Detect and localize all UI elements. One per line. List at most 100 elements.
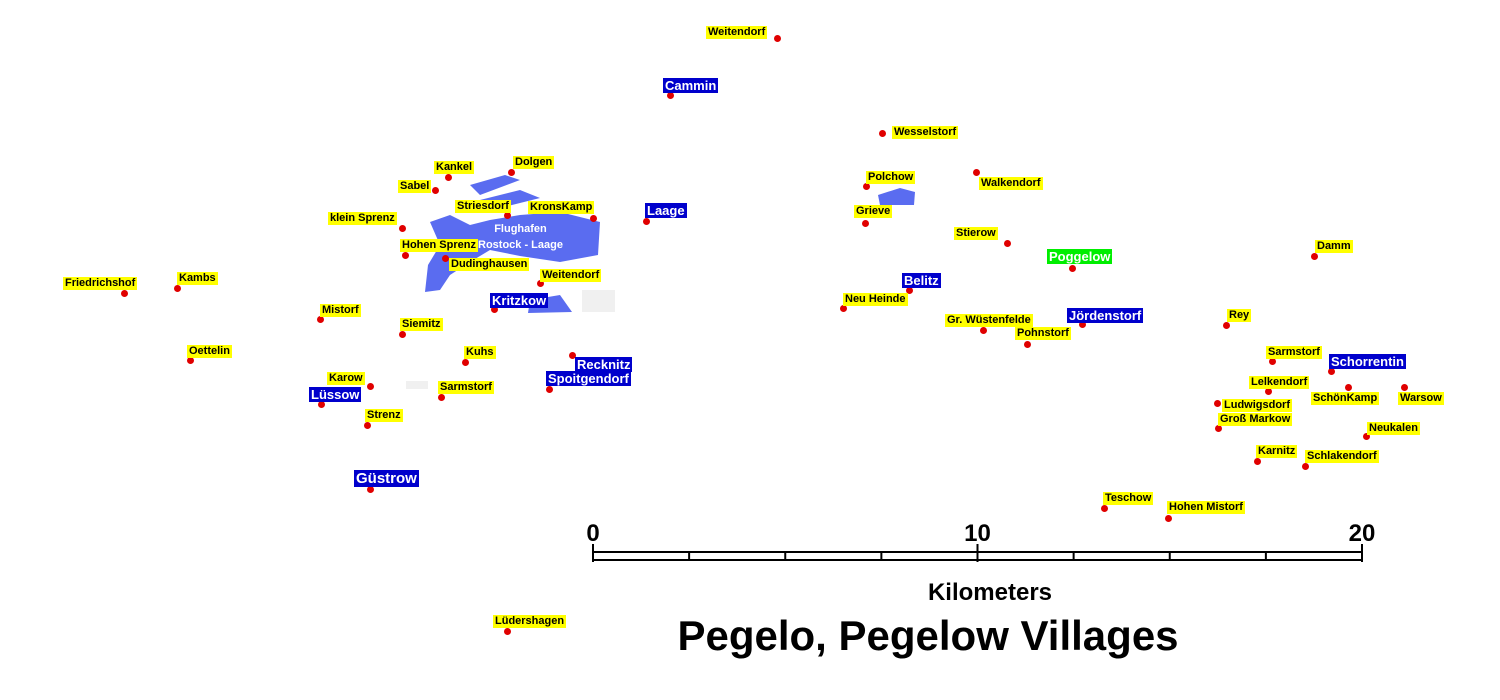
place-label: Grieve <box>854 205 893 218</box>
place-dot <box>545 385 553 393</box>
place-label: Hohen Mistorf <box>1167 501 1245 514</box>
place-label: Polchow <box>866 171 916 184</box>
place-dot <box>503 627 511 635</box>
place-dot <box>503 211 511 219</box>
place-dot <box>398 330 406 338</box>
place-dot <box>773 34 781 42</box>
place-label: Karow <box>327 372 365 385</box>
place-dot <box>1253 457 1261 465</box>
place-label: Karnitz <box>1256 445 1298 458</box>
place-dot <box>1213 399 1221 407</box>
place-label: Warsow <box>1398 392 1444 405</box>
place-dot <box>878 129 886 137</box>
place-label: Neukalen <box>1367 422 1420 435</box>
place-label: Sarmstorf <box>438 381 494 394</box>
place-dot <box>666 91 674 99</box>
place-dot <box>1100 504 1108 512</box>
place-dot <box>1301 462 1309 470</box>
place-label: Neu Heinde <box>843 293 908 306</box>
place-label: Striesdorf <box>455 200 511 213</box>
place-dot <box>1003 239 1011 247</box>
place-label: SchönKamp <box>1311 392 1380 405</box>
scale-bar: 0 10 20 <box>586 520 1375 562</box>
place-dot <box>1222 321 1230 329</box>
place-dot <box>1327 367 1335 375</box>
place-dot <box>317 400 325 408</box>
place-label: klein Sprenz <box>328 212 397 225</box>
place-dot <box>861 219 869 227</box>
lakes <box>425 175 915 313</box>
place-dot <box>1023 340 1031 348</box>
place-label: Teschow <box>1103 492 1154 505</box>
place-dot <box>979 326 987 334</box>
place-label: Oettelin <box>187 345 232 358</box>
place-label: Poggelow <box>1047 249 1113 264</box>
place-dot <box>437 393 445 401</box>
place-label: Strenz <box>365 409 403 422</box>
place-label: Recknitz <box>575 357 633 372</box>
place-dot <box>316 315 324 323</box>
scale-tick-label: 0 <box>586 520 599 547</box>
place-label: Lüssow <box>309 387 362 402</box>
map-title: Pegelo, Pegelow Villages <box>677 612 1178 659</box>
place-label: Belitz <box>902 273 941 288</box>
scale-tick-label: 10 <box>964 520 991 547</box>
place-label: Jördenstorf <box>1067 308 1144 323</box>
place-dot <box>1264 387 1272 395</box>
scale-tick-label: 20 <box>1349 520 1376 547</box>
place-label: Walkendorf <box>979 177 1043 190</box>
place-label: Rey <box>1227 309 1252 322</box>
place-label: Weitendorf <box>706 26 768 39</box>
place-label: Groß Markow <box>1218 413 1293 426</box>
place-dot <box>366 382 374 390</box>
place-dot <box>398 224 406 232</box>
place-dot <box>1068 264 1076 272</box>
place-label: Kuhs <box>464 346 496 359</box>
place-dot <box>972 168 980 176</box>
place-dot <box>1268 357 1276 365</box>
place-label: Sabel <box>398 180 432 193</box>
place-dot <box>1214 424 1222 432</box>
place-dot <box>1400 383 1408 391</box>
place-label: Schlakendorf <box>1305 450 1379 463</box>
place-label: Kambs <box>177 272 218 285</box>
place-dot <box>1310 252 1318 260</box>
place-label: Güstrow <box>354 470 419 487</box>
scale-unit: Kilometers <box>928 579 1052 606</box>
place-dot <box>536 279 544 287</box>
place-label: Dolgen <box>513 156 555 169</box>
place-label: Siemitz <box>400 318 443 331</box>
place-label: Schorrentin <box>1329 354 1406 369</box>
place-label: Lüdershagen <box>493 615 567 628</box>
place-dot <box>431 186 439 194</box>
place-label: Lelkendorf <box>1249 376 1310 389</box>
place-label: Kankel <box>434 161 475 174</box>
place-dot <box>441 254 449 262</box>
place-dot <box>862 182 870 190</box>
airport-line: Flughafen <box>494 223 547 235</box>
place-dot <box>444 173 452 181</box>
place-label: Mistorf <box>320 304 361 317</box>
place-label: Spoitgendorf <box>546 371 631 386</box>
place-dot <box>120 289 128 297</box>
place-dot <box>490 305 498 313</box>
place-label: Damm <box>1315 240 1353 253</box>
place-dot <box>461 358 469 366</box>
place-dot <box>366 485 374 493</box>
place-label: Sarmstorf <box>1266 346 1322 359</box>
place-dot <box>507 168 515 176</box>
place-label: Stierow <box>954 227 998 240</box>
place-label: Friedrichshof <box>63 277 138 290</box>
place-dot <box>1078 320 1086 328</box>
place-label: Ludwigsdorf <box>1222 399 1292 412</box>
place-label: Cammin <box>663 78 719 93</box>
airport-line: Rostock - Laage <box>478 239 563 251</box>
place-label: Weitendorf <box>540 269 602 282</box>
place-dot <box>1344 383 1352 391</box>
place-dot <box>905 286 913 294</box>
place-label: Gr. Wüstenfelde <box>945 314 1033 327</box>
airport-label: Flughafen Rostock - Laage <box>478 223 563 251</box>
place-dot <box>1164 514 1172 522</box>
